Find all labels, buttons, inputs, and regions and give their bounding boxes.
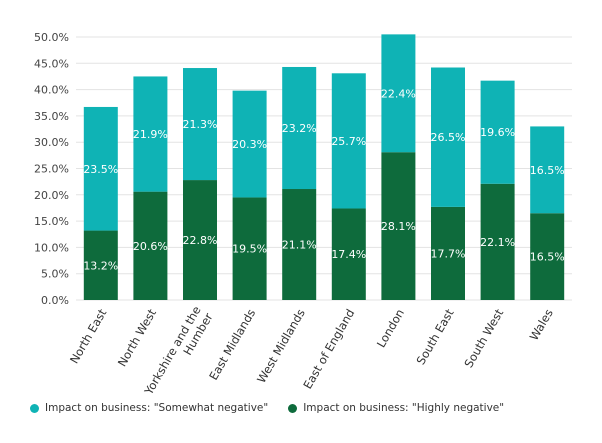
x-category-label: North East	[67, 306, 110, 366]
data-label: 20.3%	[232, 138, 267, 151]
data-label: 21.9%	[133, 128, 168, 141]
legend-item-highly-negative: Impact on business: "Highly negative"	[288, 402, 504, 414]
legend: Impact on business: "Somewhat negative" …	[30, 402, 504, 414]
data-label: 22.1%	[480, 236, 515, 249]
data-label: 20.6%	[133, 240, 168, 253]
y-tick-label: 30.0%	[34, 136, 69, 149]
bar-segment-highly-negative	[83, 230, 118, 300]
y-tick-label: 5.0%	[41, 268, 69, 281]
data-label: 16.5%	[530, 251, 565, 264]
data-labels: 13.2% 23.5% 20.6% 21.9% 22.8% 21.3% 19.5% 20.3%…	[83, 87, 564, 272]
y-tick-label: 15.0%	[34, 215, 69, 228]
y-tick-label: 35.0%	[34, 110, 69, 123]
x-category-label: South West	[461, 306, 506, 370]
data-label: 26.5%	[431, 131, 466, 144]
data-label: 28.1%	[381, 220, 416, 233]
data-label: 22.8%	[183, 234, 218, 247]
y-tick-label: 50.0%	[34, 31, 69, 44]
bar-segment-somewhat-negative	[530, 126, 565, 214]
bar-segment-highly-negative	[331, 208, 366, 300]
bar-segment-highly-negative	[381, 152, 416, 300]
y-tick-label: 10.0%	[34, 241, 69, 254]
stacked-bar-chart: 0.0% 5.0% 10.0% 15.0% 20.0% 25.0% 30.0% 35.0% 40…	[34, 31, 572, 398]
bar-segment-somewhat-negative	[480, 80, 515, 184]
legend-swatch-somewhat-negative	[30, 403, 39, 413]
bar-segment-somewhat-negative	[282, 66, 317, 190]
bar-segment-highly-negative	[530, 213, 565, 300]
y-tick-label: 40.0%	[34, 84, 69, 97]
x-category-label: London	[374, 307, 407, 351]
x-category-label: East of England	[300, 307, 357, 392]
x-category-label: West Midlands	[254, 306, 308, 385]
bar-segment-somewhat-negative	[83, 106, 118, 231]
data-label: 17.4%	[331, 248, 366, 261]
bar-segment-somewhat-negative	[331, 73, 366, 209]
data-label: 25.7%	[331, 135, 366, 148]
legend-swatch-highly-negative	[288, 403, 298, 413]
bars	[83, 34, 565, 300]
data-label: 13.2%	[83, 259, 118, 272]
data-label: 19.5%	[232, 243, 267, 256]
bar-segment-highly-negative	[133, 191, 168, 300]
data-label: 21.1%	[282, 239, 317, 252]
data-label: 16.5%	[530, 164, 565, 177]
bar-segment-somewhat-negative	[232, 90, 267, 198]
bar-segment-highly-negative	[183, 180, 217, 300]
y-axis-ticks: 0.0% 5.0% 10.0% 15.0% 20.0% 25.0% 30.0% 35.0% 40…	[34, 31, 69, 307]
legend-label-somewhat-negative: Impact on business: "Somewhat negative"	[45, 402, 269, 414]
bar-segment-highly-negative	[282, 189, 317, 300]
y-tick-label: 45.0%	[34, 57, 69, 70]
x-category-label: Wales	[527, 307, 556, 343]
legend-item-somewhat-negative: Impact on business: "Somewhat negative"	[30, 402, 268, 414]
x-category-label: North West	[115, 306, 159, 369]
x-category-label: South East	[414, 306, 457, 367]
bar-segment-somewhat-negative	[431, 67, 465, 207]
legend-label-highly-negative: Impact on business: "Highly negative"	[303, 402, 505, 414]
data-label: 21.3%	[183, 118, 218, 131]
bar-segment-highly-negative	[431, 206, 465, 300]
y-tick-label: 20.0%	[34, 189, 69, 202]
bar-segment-somewhat-negative	[183, 68, 217, 181]
data-label: 23.2%	[282, 122, 317, 135]
data-label: 17.7%	[431, 247, 466, 260]
data-label: 22.4%	[381, 87, 416, 100]
data-label: 23.5%	[83, 163, 118, 176]
bar-segment-somewhat-negative	[381, 34, 416, 153]
bar-segment-highly-negative	[480, 183, 515, 300]
bar-segment-highly-negative	[232, 197, 267, 300]
bar-segment-somewhat-negative	[133, 76, 168, 192]
data-label: 19.6%	[480, 126, 515, 139]
y-tick-label: 0.0%	[41, 294, 69, 307]
y-tick-label: 25.0%	[34, 163, 69, 176]
